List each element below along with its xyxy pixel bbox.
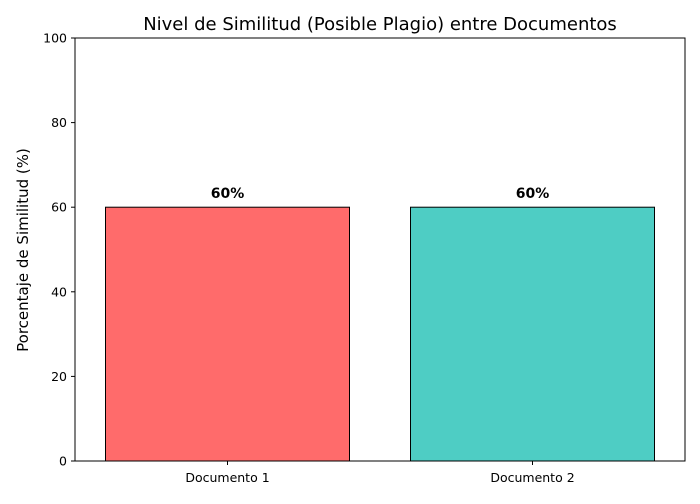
bar: [410, 206, 655, 462]
y-tick-label: 80: [51, 115, 67, 130]
x-tick-label: Documento 1: [185, 470, 269, 485]
y-tick-label: 0: [59, 454, 67, 469]
x-tick-label: Documento 2: [490, 470, 574, 485]
y-tick-label: 40: [51, 284, 67, 299]
plot-area-frame: [74, 37, 686, 462]
bar: [105, 206, 350, 462]
bar-value-label: 60%: [516, 186, 550, 202]
value-labels: 60% 60%: [211, 186, 550, 202]
y-axis-label: Porcentaje de Similitud (%): [14, 148, 32, 352]
y-tick-label: 60: [51, 200, 67, 215]
bars: [105, 206, 655, 462]
bar-value-label: 60%: [211, 186, 245, 202]
chart-title: Nivel de Similitud (Posible Plagio) entr…: [143, 14, 617, 35]
y-tick-label: 20: [51, 369, 67, 384]
axis-ticks: 0 20 40 60 80 100 Documento 1 Documento 2: [43, 31, 575, 486]
y-tick-label: 100: [43, 31, 67, 46]
